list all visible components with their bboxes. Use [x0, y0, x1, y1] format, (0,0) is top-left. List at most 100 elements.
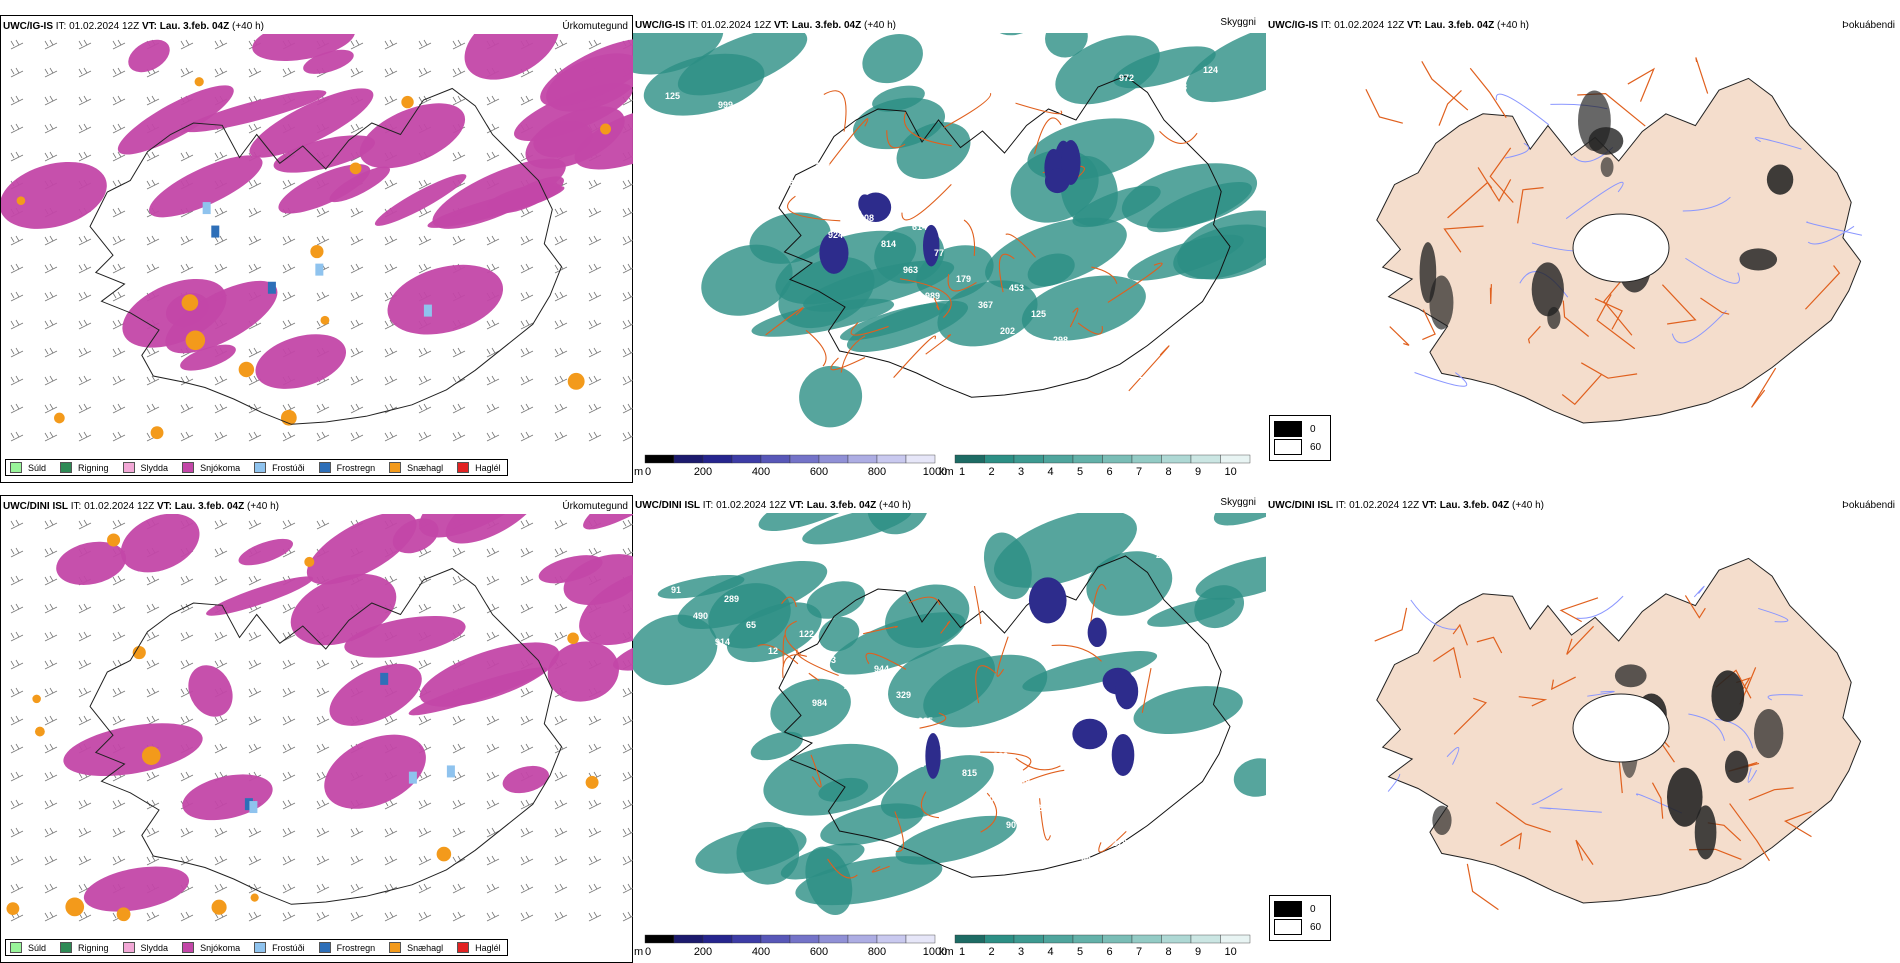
snow-area [178, 767, 277, 828]
ceiling-label: 999 [718, 100, 733, 110]
visibility-color-step [1103, 455, 1133, 463]
visibility-panel-1: UWC/IG-IS IT: 01.02.2024 12Z VT: Lau. 3.… [633, 15, 1266, 483]
low-ceiling-area [1112, 734, 1135, 776]
ceiling-label: 367 [1106, 344, 1121, 354]
wind-barb [215, 432, 227, 441]
wind-barb [317, 208, 329, 217]
fog-index-area [1767, 164, 1793, 194]
wind-barb [79, 124, 91, 133]
ceiling-unit: m [634, 466, 643, 478]
wind-barb [351, 124, 363, 133]
wind-barb [555, 800, 567, 809]
ceiling-unit: m [634, 946, 643, 958]
wind-barb [181, 828, 193, 837]
wind-barb [453, 744, 465, 753]
ceiling-color-step [645, 455, 674, 463]
wind-barb [215, 828, 227, 837]
visibility-tick: 2 [989, 946, 995, 958]
wind-barb [113, 292, 125, 301]
fog-variable-2: Þokuábendi [1842, 500, 1895, 511]
wind-barb [113, 828, 125, 837]
ceiling-color-step [906, 935, 935, 943]
ceiling-label: 12 [768, 646, 778, 656]
snow-pellet-area [7, 902, 20, 915]
wind-barb [147, 348, 159, 357]
visibility-tick: 7 [1136, 946, 1142, 958]
wind-barb [11, 828, 23, 837]
road [1390, 327, 1409, 346]
precip-header-1: UWC/IG-IS IT: 01.02.2024 12Z VT: Lau. 3.… [3, 21, 264, 32]
wind-barb [147, 576, 159, 585]
wind-barb [79, 520, 91, 529]
wind-barb [589, 404, 601, 413]
wind-barb [521, 292, 533, 301]
wind-barb [79, 152, 91, 161]
wind-barb [113, 208, 125, 217]
wind-barb [385, 180, 397, 189]
visibility-tick: 1 [959, 466, 965, 478]
wind-barb [249, 124, 261, 133]
wind-barb [589, 912, 601, 921]
wind-barb [249, 716, 261, 725]
visibility-color-step [1162, 935, 1192, 943]
visibility-color-step [1191, 455, 1221, 463]
snow-area [249, 324, 353, 398]
river [1576, 596, 1623, 618]
wind-barb [181, 236, 193, 245]
snow-pellet-area [35, 727, 45, 737]
precip-map [1, 34, 634, 464]
road [824, 91, 846, 132]
wind-barb [555, 716, 567, 725]
wind-barb [521, 688, 533, 697]
legend-item-sulde: Súld [10, 942, 46, 953]
low-ceiling-area [1115, 673, 1138, 709]
ceiling-tick: 800 [868, 466, 886, 478]
visibility-tick: 1 [959, 946, 965, 958]
legend-label: Súld [28, 463, 46, 473]
wind-barb [351, 856, 363, 865]
legend-swatch [319, 942, 331, 953]
wind-barb [45, 96, 57, 105]
wind-barb [589, 432, 601, 441]
legend-label: Snjókoma [200, 463, 240, 473]
visibility-color-step [1132, 935, 1162, 943]
snow-area [500, 761, 552, 797]
legend-label: Snjókoma [200, 943, 240, 953]
wind-barb [249, 432, 261, 441]
wind-barb [555, 404, 567, 413]
road [926, 335, 951, 355]
freezing-area [249, 801, 257, 813]
wind-barb [45, 772, 57, 781]
fog-key-white [1274, 439, 1302, 455]
visibility-color-step [1073, 455, 1103, 463]
wind-barb [11, 856, 23, 865]
legend-item-rigning: Rigning [60, 462, 109, 473]
wind-barb [283, 236, 295, 245]
wind-barb [351, 40, 363, 49]
snow-area [180, 658, 241, 724]
wind-barb [521, 548, 533, 557]
wind-barb [249, 180, 261, 189]
visibility-color-step [1162, 455, 1192, 463]
wind-barb [453, 828, 465, 837]
fog-key-black [1274, 901, 1302, 917]
wind-barb [45, 376, 57, 385]
wind-barb [79, 96, 91, 105]
wind-barb [215, 404, 227, 413]
ceiling-label: 274 [1165, 847, 1180, 857]
wind-barb [453, 800, 465, 809]
visibility-unit: km [939, 946, 954, 958]
ceiling-color-step [703, 935, 732, 943]
wind-barb [11, 236, 23, 245]
wind-barb [351, 660, 363, 669]
visibility-tick: 2 [989, 466, 995, 478]
wind-barb [351, 68, 363, 77]
legend-item-slydda: Slydda [123, 462, 169, 473]
wind-barb [79, 828, 91, 837]
wind-barb [79, 376, 91, 385]
road [1129, 346, 1169, 391]
wind-barb [79, 292, 91, 301]
legend-label: Slydda [141, 943, 169, 953]
wind-barb [317, 884, 329, 893]
wind-barb [147, 96, 159, 105]
